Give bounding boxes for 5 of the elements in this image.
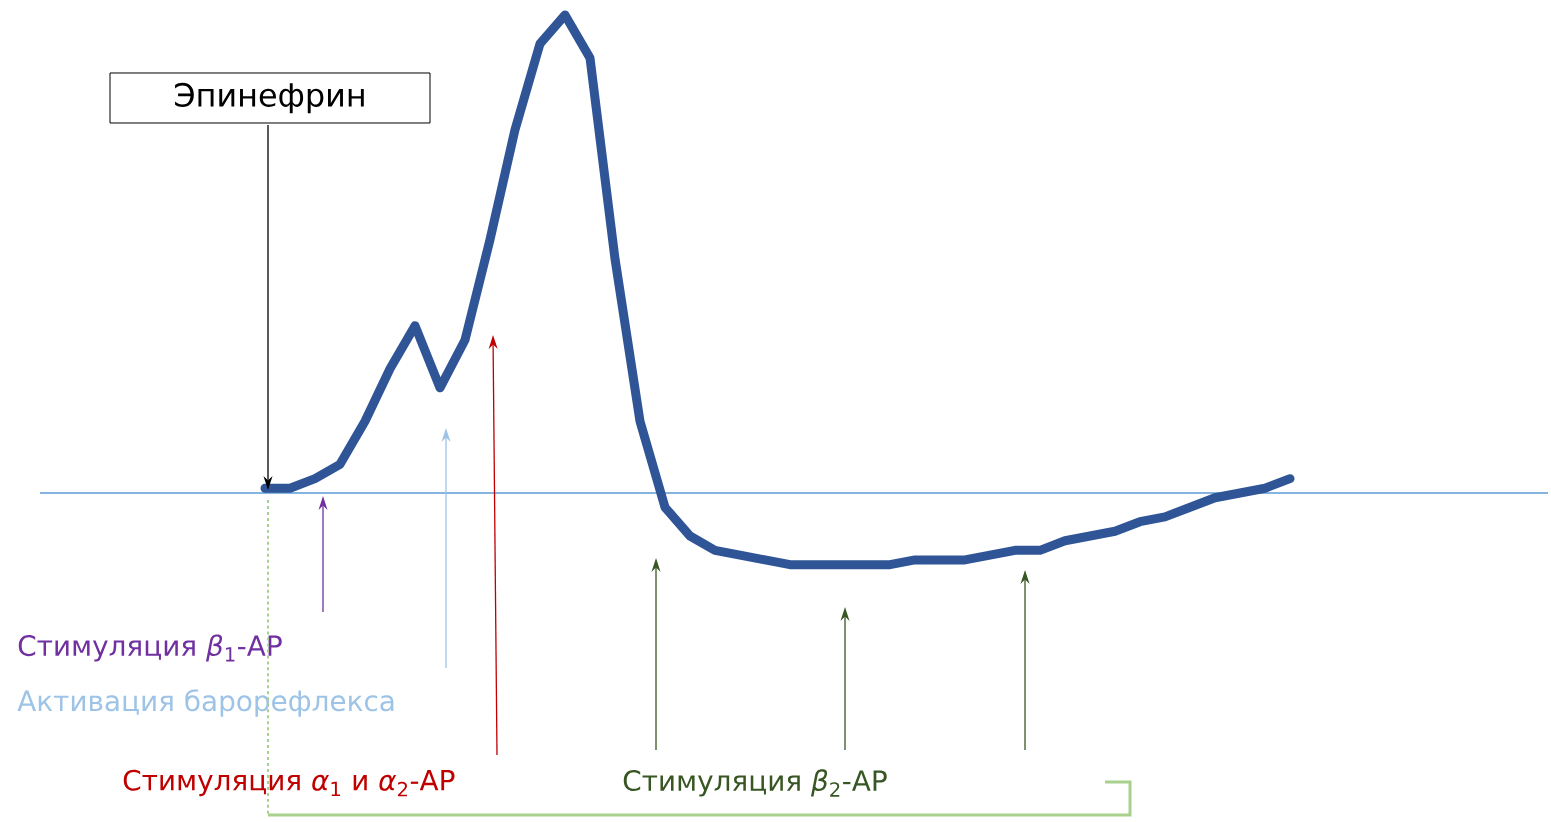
text: Стимуляция β$_{2}$-АР [623,769,887,797]
text: Активация барорефлекса [17,689,394,717]
text: Стимуляция α$_{1}$ и α$_{2}$-АР [123,769,455,797]
text: Стимуляция β$_{1}$-АР [18,634,282,662]
annotation: Эпинефрин [175,82,364,114]
